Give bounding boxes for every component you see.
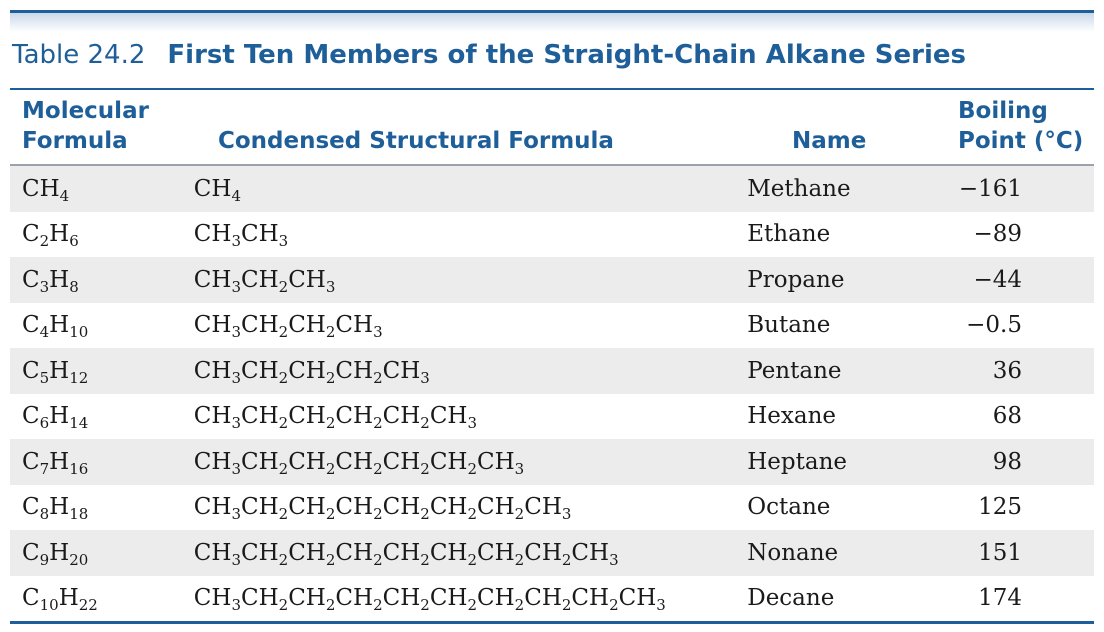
header-molecular-formula: Molecular Formula — [22, 96, 149, 156]
boiling-point-cell: 174 — [978, 585, 1022, 612]
boiling-point-cell: 125 — [978, 494, 1022, 521]
table-row: C8H18 CH3CH2CH2CH2CH2CH2CH2CH3 Octane 125 — [10, 484, 1094, 530]
header-molecular-line1: Molecular — [22, 98, 149, 124]
table-row: C9H20 CH3CH2CH2CH2CH2CH2CH2CH2CH3 Nonane 15… — [10, 530, 1094, 576]
condensed-formula-cell: CH4 — [193, 175, 241, 205]
molecular-formula-cell: C7H16 — [22, 448, 89, 478]
header-name: Name — [792, 128, 867, 154]
molecular-formula-cell: C8H18 — [22, 494, 89, 524]
header-boiling-line1: Boiling — [958, 98, 1048, 124]
table-number: Table 24.2 — [12, 40, 146, 70]
boiling-point-cell: 36 — [992, 357, 1022, 384]
condensed-formula-cell: CH3CH2CH2CH2CH2CH3 — [193, 403, 478, 433]
molecular-formula-cell: CH4 — [22, 175, 70, 205]
top-decorative-bar — [10, 10, 1094, 32]
alkane-table: CH4 CH4 Methane −161 C2H6 CH3CH3 Ethane −89 C3H8… — [10, 166, 1094, 621]
condensed-formula-cell: CH3CH2CH3 — [193, 266, 336, 296]
condensed-formula-cell: CH3CH2CH2CH3 — [193, 312, 383, 342]
condensed-formula-cell: CH3CH2CH2CH2CH2CH2CH2CH2CH2CH3 — [193, 585, 666, 615]
header-boiling-line2: Point (°C) — [958, 128, 1084, 154]
table-row: C2H6 CH3CH3 Ethane −89 — [10, 211, 1094, 257]
table-title: First Ten Members of the Straight-Chain … — [167, 40, 967, 70]
molecular-formula-cell: C6H14 — [22, 403, 89, 433]
molecular-formula-cell: C3H8 — [22, 266, 79, 296]
alkane-name-cell: Pentane — [747, 357, 842, 384]
alkane-name-cell: Propane — [747, 266, 845, 293]
header-top-rule — [10, 88, 1094, 90]
boiling-point-cell: −44 — [973, 266, 1022, 293]
header-condensed-formula: Condensed Structural Formula — [218, 128, 614, 154]
molecular-formula-cell: C9H20 — [22, 539, 89, 569]
boiling-point-cell: 151 — [978, 539, 1022, 566]
condensed-formula-cell: CH3CH2CH2CH2CH2CH2CH2CH3 — [193, 494, 572, 524]
condensed-formula-cell: CH3CH2CH2CH2CH2CH2CH2CH2CH3 — [193, 539, 619, 569]
boiling-point-cell: 98 — [992, 448, 1022, 475]
condensed-formula-cell: CH3CH3 — [193, 221, 289, 251]
molecular-formula-cell: C4H10 — [22, 312, 89, 342]
table-row: CH4 CH4 Methane −161 — [10, 166, 1094, 212]
table-header: Molecular Formula Condensed Structural F… — [10, 90, 1094, 164]
table-row: C5H12 CH3CH2CH2CH2CH3 Pentane 36 — [10, 348, 1094, 394]
molecular-formula-cell: C10H22 — [22, 585, 98, 615]
condensed-formula-cell: CH3CH2CH2CH2CH2CH2CH3 — [193, 448, 525, 478]
alkane-name-cell: Methane — [747, 175, 851, 202]
table-row: C7H16 CH3CH2CH2CH2CH2CH2CH3 Heptane 98 — [10, 439, 1094, 485]
boiling-point-cell: −0.5 — [966, 312, 1022, 339]
alkane-name-cell: Hexane — [747, 403, 837, 430]
table-row: C6H14 CH3CH2CH2CH2CH2CH3 Hexane 68 — [10, 393, 1094, 439]
molecular-formula-cell: C2H6 — [22, 221, 79, 251]
header-boiling-point: Boiling Point (°C) — [958, 96, 1083, 156]
boiling-point-cell: −89 — [973, 221, 1022, 248]
table-caption: Table 24.2 First Ten Members of the Strai… — [12, 40, 966, 70]
table-bottom-rule — [10, 621, 1094, 624]
header-molecular-line2: Formula — [22, 128, 128, 154]
alkane-name-cell: Heptane — [747, 448, 848, 475]
boiling-point-cell: −161 — [958, 175, 1022, 202]
boiling-point-cell: 68 — [992, 403, 1022, 430]
alkane-name-cell: Octane — [747, 494, 831, 521]
table-row: C4H10 CH3CH2CH2CH3 Butane −0.5 — [10, 302, 1094, 348]
alkane-name-cell: Decane — [747, 585, 835, 612]
table-row: C3H8 CH3CH2CH3 Propane −44 — [10, 257, 1094, 303]
molecular-formula-cell: C5H12 — [22, 357, 89, 387]
header-bottom-rule — [10, 164, 1094, 166]
alkane-name-cell: Ethane — [747, 221, 831, 248]
alkane-name-cell: Nonane — [747, 539, 839, 566]
condensed-formula-cell: CH3CH2CH2CH2CH3 — [193, 357, 430, 387]
table-row: C10H22 CH3CH2CH2CH2CH2CH2CH2CH2CH2CH3 Deca… — [10, 575, 1094, 621]
alkane-name-cell: Butane — [747, 312, 831, 339]
